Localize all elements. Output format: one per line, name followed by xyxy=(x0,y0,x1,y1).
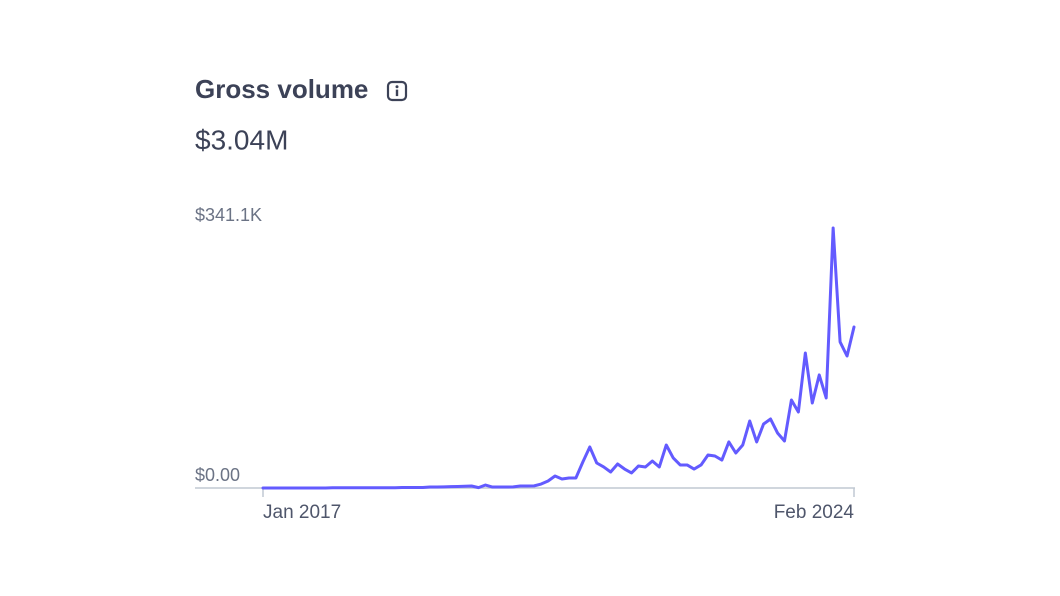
info-icon[interactable] xyxy=(386,80,408,102)
chart-title: Gross volume xyxy=(195,74,368,104)
line-series xyxy=(261,226,856,490)
x-tick-label: Feb 2024 xyxy=(774,502,855,523)
info-icon-bar xyxy=(395,89,399,97)
total-value: $3.04M xyxy=(195,124,288,155)
info-icon-frame xyxy=(386,80,408,102)
y-tick-label: $341.1K xyxy=(195,205,262,225)
x-tick-label: Jan 2017 xyxy=(263,502,341,523)
y-tick-label: $0.00 xyxy=(195,465,240,485)
info-icon-dot xyxy=(395,85,399,89)
